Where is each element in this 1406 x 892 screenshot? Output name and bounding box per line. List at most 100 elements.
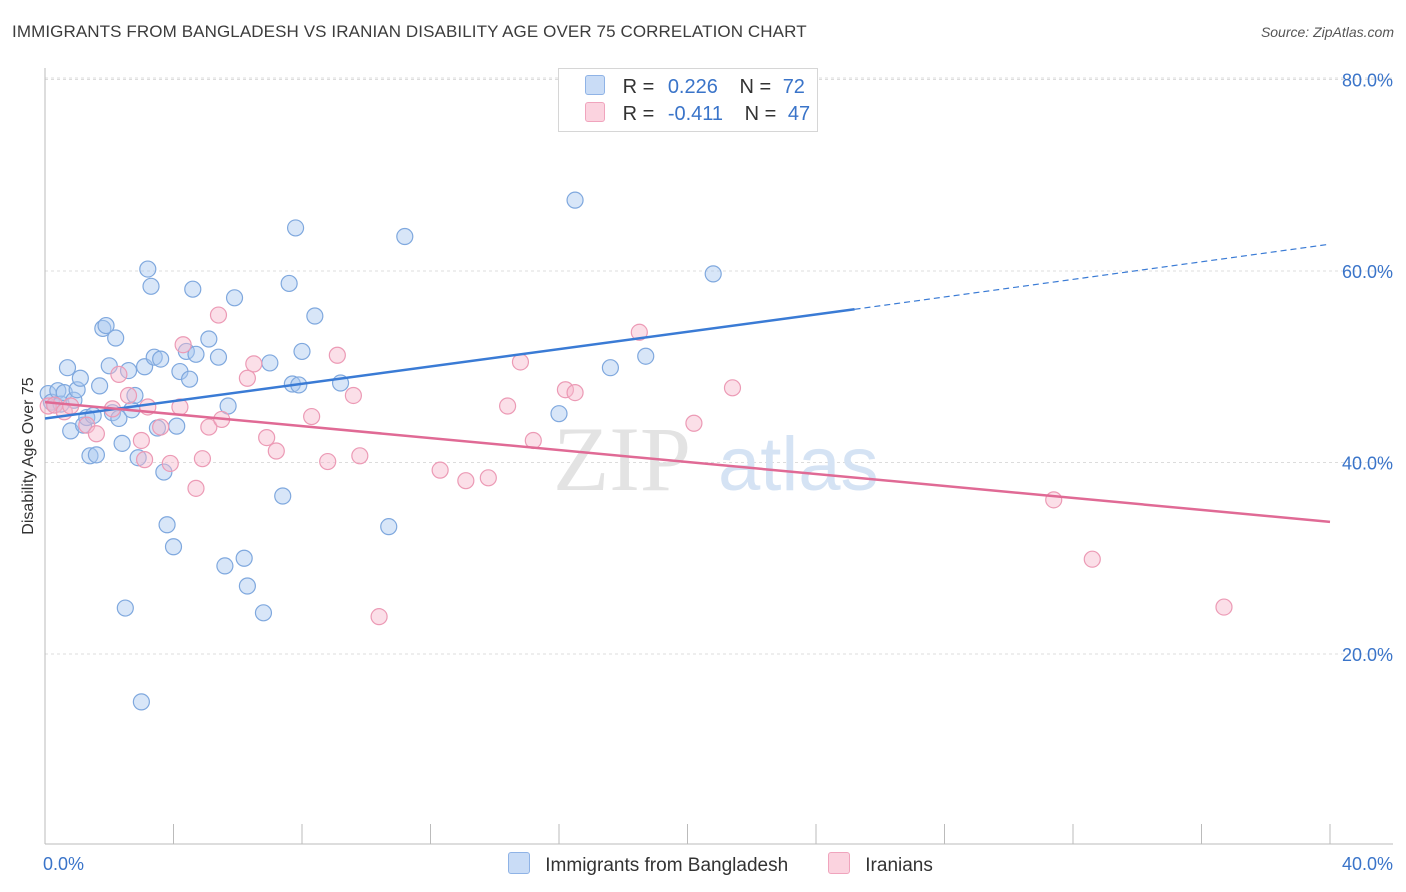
trendline-bangladesh: [44, 308, 855, 420]
data-point-iranians: [328, 346, 346, 364]
data-point-bangladesh: [119, 361, 138, 380]
data-point-iranians: [187, 479, 205, 497]
data-point-iranians: [152, 418, 170, 436]
data-point-bangladesh: [168, 417, 186, 435]
legend-swatch-bangladesh: [585, 75, 605, 95]
data-point-iranians: [78, 416, 96, 434]
x-tick-label: 40.0%: [1342, 854, 1393, 874]
data-point-iranians: [723, 379, 742, 397]
bottom-legend-label: Immigrants from Bangladesh: [545, 855, 789, 876]
data-point-bangladesh: [97, 316, 115, 335]
y-axis-label: Disability Age Over 75: [20, 377, 37, 535]
y-tick-label: 80.0%: [1342, 71, 1393, 91]
data-point-bangladesh: [155, 463, 173, 481]
data-point-bangladesh: [152, 350, 170, 368]
legend-n-label: N =: [739, 76, 772, 98]
data-point-iranians: [370, 608, 388, 626]
data-point-iranians: [566, 384, 584, 402]
data-point-bangladesh: [126, 386, 144, 405]
data-point-iranians: [319, 452, 337, 471]
data-point-iranians: [209, 306, 228, 324]
data-point-bangladesh: [238, 577, 256, 595]
data-point-bangladesh: [158, 516, 176, 534]
data-point-iranians: [351, 447, 369, 465]
data-point-bangladesh: [110, 409, 128, 428]
data-point-iranians: [457, 472, 475, 490]
y-tick-label: 40.0%: [1342, 454, 1393, 474]
legend-n-value: 47: [787, 103, 811, 125]
data-point-iranians: [193, 450, 212, 468]
data-point-iranians: [431, 461, 449, 479]
data-point-iranians: [135, 451, 154, 469]
data-point-bangladesh: [280, 274, 298, 293]
data-point-bangladesh: [601, 359, 620, 377]
series-iranians-points: [39, 306, 1233, 626]
data-point-bangladesh: [209, 348, 228, 366]
data-point-bangladesh: [164, 538, 183, 556]
legend-r-label: R =: [622, 103, 655, 125]
bottom-legend-swatch-bangladesh: [508, 852, 530, 874]
legend-r-value: -0.411: [667, 103, 724, 125]
data-point-iranians: [499, 397, 517, 415]
data-point-bangladesh: [58, 359, 77, 377]
legend-n-value: 72: [782, 76, 805, 98]
data-point-bangladesh: [139, 260, 157, 278]
legend-r-value: 0.226: [667, 76, 718, 98]
data-point-bangladesh: [87, 446, 106, 464]
data-point-bangladesh: [550, 405, 568, 423]
data-point-iranians: [110, 365, 128, 384]
legend-row-iranians: R = -0.411 N = 47: [585, 102, 810, 126]
data-point-iranians: [1045, 491, 1063, 509]
watermark-atlas: atlas: [718, 422, 879, 507]
x-tick-label: 0.0%: [43, 854, 84, 874]
data-point-bangladesh: [566, 191, 584, 209]
data-point-bangladesh: [216, 557, 234, 575]
data-point-bangladesh: [145, 348, 163, 366]
data-point-bangladesh: [107, 329, 125, 347]
chart-title: IMMIGRANTS FROM BANGLADESH VS IRANIAN DI…: [12, 22, 807, 41]
data-point-bangladesh: [293, 342, 311, 361]
bottom-legend-iranians: Iranians: [828, 852, 933, 877]
data-point-bangladesh: [637, 347, 655, 365]
data-point-bangladesh: [116, 599, 134, 617]
data-point-bangladesh: [132, 693, 150, 711]
legend-row-bangladesh: R = 0.226 N = 72: [585, 75, 805, 99]
data-point-bangladesh: [396, 227, 414, 246]
data-point-iranians: [1083, 550, 1101, 568]
data-point-iranians: [344, 386, 362, 405]
data-point-bangladesh: [704, 265, 722, 283]
data-point-iranians: [556, 381, 575, 399]
data-point-iranians: [1215, 598, 1233, 616]
legend-n-label: N =: [744, 103, 777, 125]
watermark-zip: ZIP: [553, 408, 691, 510]
data-point-bangladesh: [180, 370, 199, 388]
data-point-bangladesh: [254, 604, 273, 622]
data-point-iranians: [132, 431, 150, 450]
data-point-iranians: [174, 336, 192, 354]
data-point-bangladesh: [94, 319, 112, 338]
data-point-bangladesh: [49, 382, 67, 400]
data-point-iranians: [303, 407, 321, 426]
data-point-bangladesh: [200, 330, 218, 348]
bottom-legend-bangladesh: Immigrants from Bangladesh: [508, 852, 788, 877]
data-point-bangladesh: [91, 377, 109, 395]
data-point-bangladesh: [129, 449, 147, 467]
data-point-bangladesh: [306, 307, 324, 325]
data-point-bangladesh: [184, 280, 202, 298]
bottom-legend-swatch-iranians: [828, 852, 850, 874]
data-point-bangladesh: [81, 447, 99, 465]
data-point-bangladesh: [71, 369, 89, 387]
data-point-iranians: [87, 425, 106, 443]
data-point-iranians: [267, 442, 285, 460]
data-point-iranians: [258, 429, 276, 447]
data-point-bangladesh: [286, 219, 305, 237]
data-point-iranians: [245, 355, 263, 373]
correlation-legend: R = 0.226 N = 72 R = -0.411 N = 47: [558, 68, 818, 132]
legend-r-label: R =: [622, 76, 655, 98]
data-point-iranians: [685, 414, 703, 432]
source-credit: Source: ZipAtlas.com: [1260, 24, 1394, 40]
trendline-bangladesh-extension: [854, 243, 1331, 310]
data-point-bangladesh: [274, 487, 292, 505]
data-point-bangladesh: [113, 434, 131, 452]
